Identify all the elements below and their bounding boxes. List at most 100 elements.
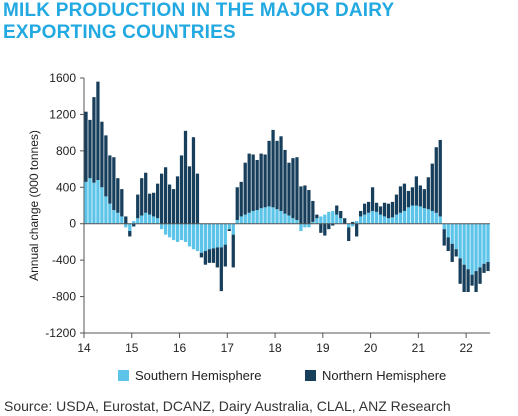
bar-southern: [211, 223, 215, 249]
bar-southern: [183, 223, 188, 242]
bar-southern: [422, 208, 426, 224]
legend-item-northern: Northern Hemisphere: [305, 368, 446, 383]
bar-northern: [311, 200, 315, 222]
bar-southern: [239, 216, 243, 224]
bar-northern: [458, 258, 462, 284]
bar-southern: [247, 212, 251, 224]
bar-northern: [378, 206, 383, 215]
bar-northern: [259, 153, 263, 209]
bar-northern: [303, 185, 307, 224]
bar-northern: [136, 194, 140, 219]
bar-northern: [359, 210, 363, 217]
bar-northern: [243, 162, 247, 215]
bar-southern: [243, 214, 247, 224]
y-tick-label: 0: [69, 217, 76, 231]
bar-southern: [398, 212, 403, 224]
bar-southern: [144, 212, 148, 224]
bar-southern: [267, 206, 271, 224]
bar-southern: [402, 210, 407, 224]
bar-northern: [474, 271, 478, 293]
bar-northern: [231, 234, 235, 268]
bar-northern: [283, 149, 287, 214]
bar-southern: [140, 215, 144, 224]
bar-northern: [462, 264, 466, 293]
bar-northern: [410, 187, 415, 206]
x-tick-label: 21: [412, 341, 426, 355]
bar-southern: [152, 216, 156, 224]
bar-northern: [203, 251, 208, 265]
y-axis-title: Annual change (000 tonnes): [27, 130, 41, 281]
bar-southern: [291, 218, 295, 224]
bar-southern: [430, 210, 434, 224]
bar-southern: [175, 223, 180, 242]
bar-northern: [152, 192, 156, 217]
bar-northern: [207, 249, 212, 263]
bar-northern: [140, 178, 144, 216]
bar-southern: [96, 180, 100, 224]
chart-title-line-1: MILK PRODUCTION IN THE MAJOR DAIRY: [3, 0, 395, 21]
chart-title: MILK PRODUCTION IN THE MAJOR DAIRY EXPOR…: [3, 0, 394, 44]
bar-northern: [267, 140, 271, 207]
bar-southern: [339, 218, 343, 224]
bar-northern: [466, 269, 470, 293]
bar-northern: [315, 214, 319, 219]
bar-southern: [315, 218, 319, 224]
bar-southern: [335, 214, 339, 224]
bar-northern: [394, 194, 399, 215]
bar-northern: [191, 137, 196, 224]
bar-southern: [84, 181, 88, 224]
bar-northern: [362, 203, 367, 215]
bar-northern: [96, 81, 100, 180]
bar-northern: [319, 223, 323, 233]
bar-southern: [478, 223, 482, 268]
bar-northern: [486, 261, 490, 272]
bar-southern: [295, 220, 299, 224]
bar-southern: [219, 223, 223, 248]
bar-northern: [299, 186, 303, 224]
bar-northern: [331, 223, 335, 226]
legend-swatch-northern: [305, 370, 316, 381]
bar-southern: [351, 223, 355, 227]
bar-northern: [406, 190, 411, 208]
bar-northern: [426, 177, 430, 210]
bar-southern: [187, 223, 192, 247]
bar-southern: [426, 209, 430, 224]
bar-northern: [132, 223, 136, 227]
bar-northern: [279, 136, 283, 211]
bar-southern: [171, 223, 176, 241]
bar-southern: [359, 216, 363, 224]
bar-southern: [163, 223, 168, 235]
bar-southern: [179, 223, 184, 241]
bar-northern: [434, 147, 438, 213]
bar-southern: [235, 220, 239, 224]
bar-northern: [343, 218, 347, 224]
bar-northern: [323, 223, 327, 236]
y-tick-label: 800: [56, 144, 76, 158]
bar-northern: [478, 267, 482, 284]
bar-southern: [454, 223, 458, 250]
bar-southern: [347, 223, 351, 228]
bar-northern: [120, 189, 124, 217]
bar-northern: [275, 140, 279, 210]
bar-northern: [470, 274, 474, 286]
bar-southern: [307, 223, 311, 228]
bar-northern: [355, 223, 359, 237]
bar-northern: [92, 97, 96, 183]
bar-southern: [414, 205, 418, 224]
bar-southern: [132, 220, 136, 224]
bar-southern: [327, 211, 331, 224]
bar-southern: [88, 178, 92, 224]
bar-northern: [235, 187, 239, 221]
bar-southern: [215, 223, 219, 248]
bar-northern: [295, 157, 299, 221]
bar-southern: [410, 205, 415, 224]
bar-northern: [339, 210, 343, 219]
bar-northern: [211, 248, 215, 263]
bar-southern: [136, 218, 140, 224]
bar-southern: [386, 218, 391, 224]
bar-northern: [271, 129, 275, 208]
bar-northern: [116, 178, 120, 213]
bar-southern: [378, 214, 383, 224]
bar-northern: [187, 166, 192, 224]
bar-northern: [422, 189, 426, 209]
